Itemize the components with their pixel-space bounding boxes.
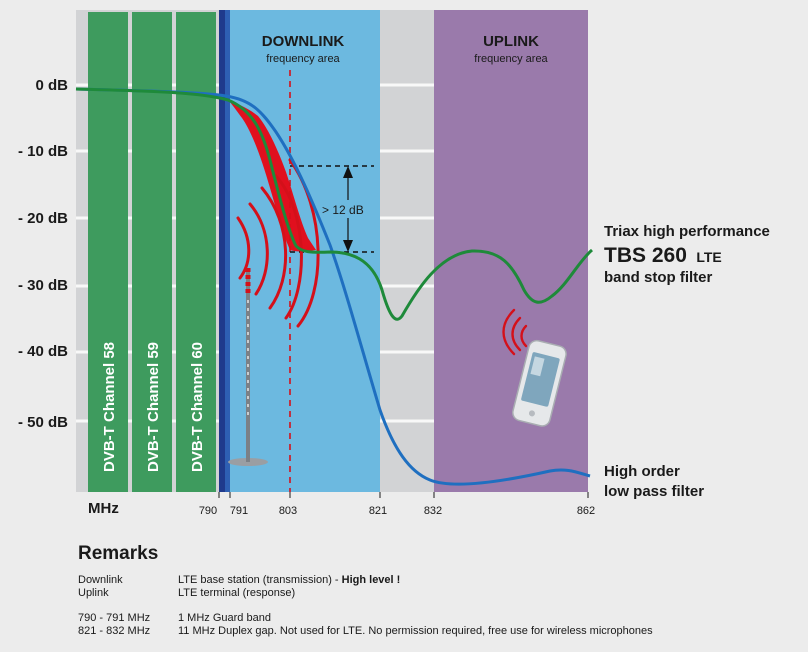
remark-value: 1 MHz Guard band [178,612,271,624]
legend-lowpass-line2: low pass filter [604,483,704,500]
remark-key: 790 - 791 MHz [78,612,151,624]
remarks-section: Remarks Downlink LTE base station (trans… [78,543,798,638]
legend-tbs-line3: band stop filter [604,269,712,286]
mobile-phone-icon [512,339,567,427]
y-tick-20: - 20 dB [18,210,68,227]
channel-59-label: DVB-T Channel 59 [145,342,162,472]
phone-signal-icon [502,308,528,356]
y-tick-10: - 10 dB [18,143,68,160]
y-tick-30: - 30 dB [18,277,68,294]
guard-band-790 [219,10,225,492]
remarks-title: Remarks [78,543,159,564]
attenuation-label: > 12 dB [322,203,364,217]
x-tick-832: 832 [424,505,442,517]
remark-value-text: LTE base station (transmission) - [178,574,342,586]
remark-value: LTE base station (transmission) - High l… [178,574,400,587]
x-tick-marks [218,492,589,498]
remark-key: 821 - 832 MHz [78,625,151,637]
antenna-icon [228,268,268,466]
uplink-zone [434,10,588,492]
x-tick-862: 862 [577,505,595,517]
channel-58-label: DVB-T Channel 58 [101,342,118,472]
x-tick-821: 821 [369,505,387,517]
remark-value: LTE terminal (response) [178,587,296,599]
low-pass-filter-curve [75,87,591,486]
remark-row-downlink: Downlink LTE base station (transmission)… [78,574,798,587]
downlink-subtitle: frequency area [266,53,340,65]
legend-tbs-name-row: TBS 260 LTE [604,244,722,267]
remark-row-duplex-gap: 821 - 832 MHz 11 MHz Duplex gap. Not use… [78,625,798,638]
y-tick-0: 0 dB [35,77,68,94]
y-tick-40: - 40 dB [18,343,68,360]
downlink-title: DOWNLINK [262,33,345,50]
legend-tbs-name: TBS 260 [604,244,687,267]
remark-row-uplink: Uplink LTE terminal (response) [78,587,798,600]
channel-58-band [88,12,128,492]
legend-tbs-suffix: LTE [696,249,721,265]
channel-60-label: DVB-T Channel 60 [189,342,206,472]
remark-value: 11 MHz Duplex gap. Not used for LTE. No … [178,625,653,637]
remark-value-bold: High level ! [341,574,401,586]
legend-tbs-line1: Triax high performance [604,223,770,240]
filter-diagram: DVB-T Channel 58 DVB-T Channel 59 DVB-T … [18,10,770,517]
band-stop-filter-curve [75,87,594,321]
remark-row-guard-band: 790 - 791 MHz 1 MHz Guard band [78,612,798,625]
uplink-subtitle: frequency area [474,53,548,65]
y-tick-50: - 50 dB [18,414,68,431]
annotation-bg [316,200,372,218]
remark-key: Uplink [78,587,109,599]
uplink-title: UPLINK [483,33,539,50]
legend-lowpass-line1: High order [604,463,680,480]
x-axis-unit: MHz [88,500,119,517]
remark-key: Downlink [78,574,123,586]
guard-band-791 [225,10,230,492]
x-tick-791: 791 [230,505,248,517]
x-tick-803: 803 [279,505,297,517]
x-tick-790: 790 [199,505,217,517]
